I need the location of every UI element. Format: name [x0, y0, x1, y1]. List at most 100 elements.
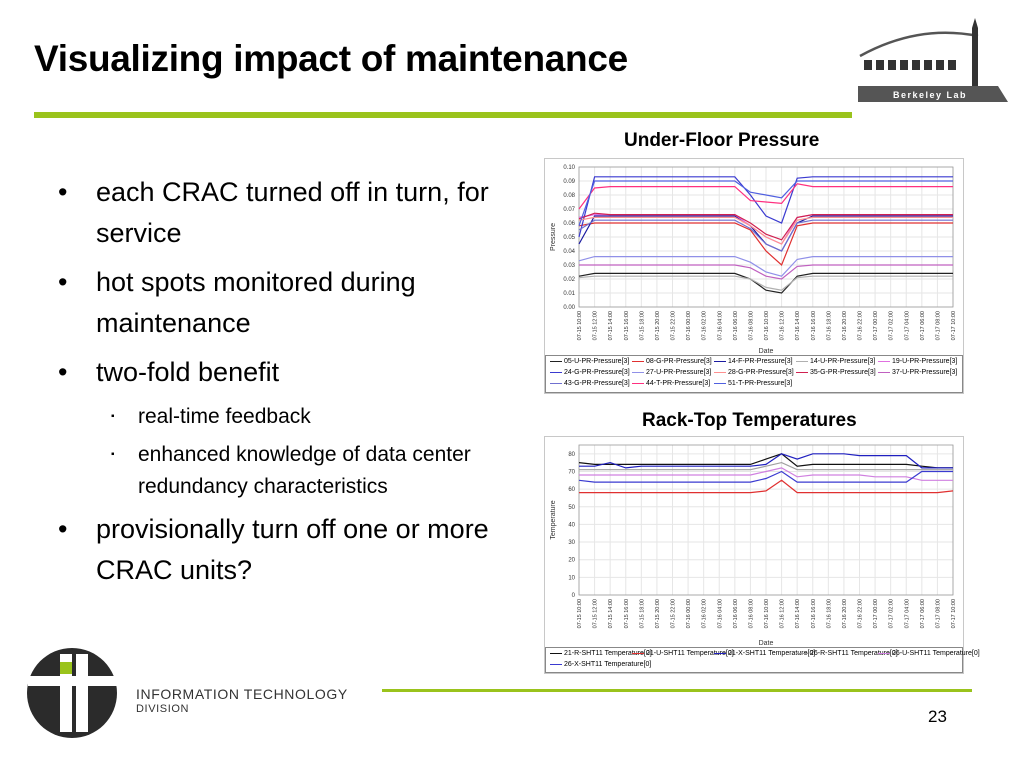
legend-label: 21-X-SHT11 Temperature[0] — [728, 650, 816, 657]
bullet-item: two-fold benefit — [58, 352, 498, 393]
y-tick-label: 10 — [568, 575, 575, 581]
legend-swatch — [878, 652, 890, 654]
y-tick-label: 0.03 — [563, 263, 575, 269]
legend-label: 26-R-SHT11 Temperature[0] — [810, 650, 898, 657]
x-tick-label: 07-15 12:00 — [593, 311, 599, 340]
x-tick-label: 07-15 20:00 — [655, 599, 661, 628]
series-line — [579, 467, 953, 481]
legend-label: 19-U-PR-Pressure[3] — [892, 358, 958, 365]
x-tick-label: 07-16 06:00 — [733, 599, 739, 628]
y-tick-label: 0 — [572, 593, 576, 599]
legend-swatch — [714, 652, 726, 654]
legend-swatch — [796, 652, 808, 654]
legend-label: 43-G-PR-Pressure[3] — [564, 380, 630, 387]
legend-item: 27-U-PR-Pressure[3] — [632, 369, 711, 376]
legend-swatch — [878, 371, 890, 373]
sub-bullet-item: real-time feedback — [58, 401, 498, 433]
legend-label: 27-U-PR-Pressure[3] — [646, 369, 712, 376]
legend-label: 14-F-PR-Pressure[3] — [728, 358, 793, 365]
temperature-chart-svg: 0 10 20 30 40 50 60 70 80 07-15 10:00 07-15 12:00 0… — [550, 444, 957, 647]
y-tick-label: 0.05 — [563, 235, 575, 241]
legend-label: 51-T-PR-Pressure[3] — [728, 380, 793, 387]
y-tick-label: 0.10 — [563, 165, 575, 171]
y-tick-label: 80 — [568, 452, 575, 458]
legend-swatch — [632, 382, 644, 384]
legend-item: 21-X-SHT11 Temperature[0] — [714, 650, 815, 657]
x-axis-label: Date — [759, 640, 774, 647]
series-line — [578, 212, 953, 241]
x-tick-label: 07-16 18:00 — [826, 311, 832, 340]
it-division-name: INFORMATION TECHNOLOGY — [136, 686, 348, 702]
pressure-chart: 0.00 0.01 0.02 0.03 0.04 0.05 0.06 0.07 0.08 0.09… — [544, 158, 964, 394]
legend-label: 44-T-PR-Pressure[3] — [646, 380, 711, 387]
x-tick-label: 07-16 14:00 — [795, 599, 801, 628]
x-tick-label: 07-17 10:00 — [951, 311, 957, 340]
bullet-item: each CRAC turned off in turn, for servic… — [58, 172, 498, 254]
legend-swatch — [714, 371, 726, 373]
x-tick-label: 07-16 14:00 — [795, 311, 801, 340]
legend-swatch — [550, 360, 562, 362]
series-line — [579, 264, 953, 280]
legend-swatch — [550, 663, 562, 665]
x-tick-label: 07-16 10:00 — [764, 599, 770, 628]
y-tick-label: 0.07 — [563, 207, 575, 213]
x-tick-label: 07-16 00:00 — [686, 599, 692, 628]
legend-swatch — [714, 360, 726, 362]
legend-item: 21-U-SHT11 Temperature[0] — [632, 650, 734, 657]
x-tick-label: 07-16 02:00 — [702, 311, 708, 340]
x-tick-label: 07-16 04:00 — [717, 311, 723, 340]
legend-label: 21-R-SHT11 Temperature[0] — [564, 650, 652, 657]
y-tick-label: 0.04 — [563, 249, 575, 255]
x-tick-label: 07-16 18:00 — [826, 599, 832, 628]
legend-swatch — [632, 360, 644, 362]
legend-item: 35-G-PR-Pressure[3] — [796, 369, 876, 376]
x-tick-label: 07-17 08:00 — [935, 599, 941, 628]
x-tick-label: 07-16 16:00 — [811, 599, 817, 628]
legend-item: 24-G-PR-Pressure[3] — [550, 369, 630, 376]
temperature-legend: 21-R-SHT11 Temperature[0] 21-U-SHT11 Temp… — [545, 647, 980, 673]
chart-title-pressure: Under-Floor Pressure — [624, 130, 820, 151]
y-tick-label: 0.02 — [563, 277, 575, 283]
legend-swatch — [796, 371, 808, 373]
series-line — [578, 216, 953, 245]
x-tick-label: 07-17 04:00 — [904, 311, 910, 340]
y-tick-label: 50 — [568, 505, 575, 511]
page-number: 23 — [928, 707, 947, 726]
series-line — [578, 272, 953, 294]
legend-item: 51-T-PR-Pressure[3] — [714, 380, 792, 387]
x-tick-label: 07-17 10:00 — [951, 599, 957, 628]
chart-title-temperature: Rack-Top Temperatures — [642, 410, 857, 431]
logo-text: Berkeley Lab — [893, 90, 967, 100]
bullet-item: hot spots monitored during maintenance — [58, 262, 498, 344]
series-line — [578, 176, 953, 238]
x-tick-label: 07-16 12:00 — [780, 599, 786, 628]
x-tick-label: 07-15 18:00 — [639, 599, 645, 628]
legend-item: 26-R-SHT11 Temperature[0] — [796, 650, 898, 657]
x-tick-label: 07-16 12:00 — [780, 311, 786, 340]
legend-swatch — [632, 371, 644, 373]
legend-item: 43-G-PR-Pressure[3] — [550, 380, 630, 387]
legend-item: 08-G-PR-Pressure[3] — [632, 358, 712, 365]
y-tick-label: 20 — [568, 558, 575, 564]
legend-swatch — [550, 371, 562, 373]
legend-label: 35-G-PR-Pressure[3] — [810, 369, 876, 376]
legend-label: 26-X-SHT11 Temperature[0] — [564, 661, 652, 668]
it-division-subtitle: DIVISION — [136, 703, 190, 715]
x-tick-label: 07-16 08:00 — [748, 599, 754, 628]
x-tick-label: 07-15 20:00 — [655, 311, 661, 340]
series-line — [578, 222, 953, 267]
x-tick-label: 07-16 20:00 — [842, 599, 848, 628]
temperature-chart: 0 10 20 30 40 50 60 70 80 07-15 10:00 07-15 12:00 0… — [544, 436, 980, 674]
x-tick-label: 07-15 10:00 — [577, 311, 583, 340]
x-tick-label: 07-15 12:00 — [593, 599, 599, 628]
bullet-list: each CRAC turned off in turn, for servic… — [58, 172, 498, 599]
y-tick-label: 70 — [568, 469, 575, 475]
series-line — [578, 470, 953, 483]
legend-label: 08-G-PR-Pressure[3] — [646, 358, 712, 365]
sub-bullet-item: enhanced knowledge of data center redund… — [58, 439, 498, 503]
legend-label: 37-U-PR-Pressure[3] — [892, 369, 958, 376]
x-tick-label: 07-16 00:00 — [686, 311, 692, 340]
series-line — [579, 453, 953, 469]
legend-item: 26-X-SHT11 Temperature[0] — [550, 661, 651, 668]
x-tick-label: 07-16 22:00 — [858, 599, 864, 628]
